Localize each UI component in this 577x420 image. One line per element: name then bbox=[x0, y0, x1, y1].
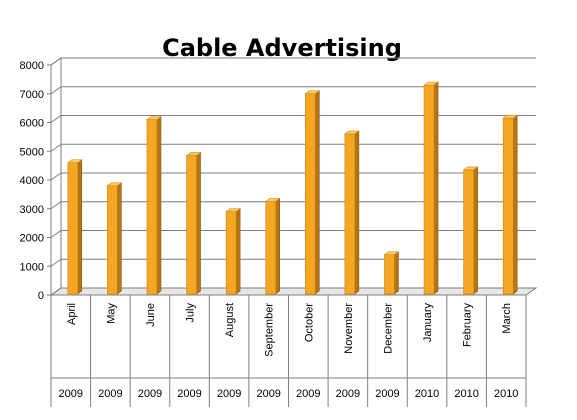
bar-september bbox=[264, 197, 281, 295]
bar-top bbox=[66, 159, 83, 164]
x-tick-label: October bbox=[303, 303, 315, 342]
bar-august bbox=[225, 208, 242, 295]
bar-side bbox=[314, 90, 320, 295]
gridline bbox=[50, 201, 536, 210]
x-tick-label: March bbox=[501, 303, 513, 334]
bar-top bbox=[383, 251, 400, 256]
bar-front bbox=[67, 162, 79, 295]
x-tick-label: April bbox=[66, 303, 78, 325]
bar-front bbox=[146, 119, 158, 295]
bar-front bbox=[225, 211, 237, 295]
x-year-label: 2009 bbox=[138, 388, 162, 400]
y-tick-label: 1000 bbox=[20, 261, 44, 273]
x-tick-label: May bbox=[105, 303, 117, 324]
x-tick-label: August bbox=[224, 303, 236, 337]
y-tick-label: 7000 bbox=[20, 89, 44, 101]
x-year-label: 2009 bbox=[177, 388, 201, 400]
bar-side bbox=[512, 114, 518, 295]
bar-top bbox=[502, 114, 519, 119]
chart-floor bbox=[49, 287, 538, 296]
gridline bbox=[50, 287, 536, 296]
x-year-label: 2009 bbox=[59, 388, 83, 400]
bar-top bbox=[264, 198, 281, 202]
bar-november bbox=[343, 130, 360, 295]
bar-top bbox=[225, 208, 242, 212]
gridlines bbox=[50, 57, 536, 296]
x-year-label: 2009 bbox=[256, 388, 280, 400]
bar-front bbox=[304, 93, 316, 295]
bar-january bbox=[423, 81, 439, 295]
bar-front bbox=[344, 133, 356, 295]
x-tick-label: July bbox=[185, 303, 197, 323]
x-year-label: 2010 bbox=[454, 388, 478, 400]
bar-top bbox=[146, 116, 162, 120]
x-tick-label: June bbox=[145, 303, 157, 327]
bar-top bbox=[185, 152, 202, 156]
x-year-label: 2009 bbox=[98, 388, 122, 400]
bar-march bbox=[502, 114, 519, 295]
bar-front bbox=[423, 84, 435, 295]
y-axis-ticks: 0 1000 2000 3000 4000 5000 6000 7000 8000 bbox=[20, 60, 51, 302]
x-tick-label: January bbox=[422, 303, 434, 343]
bar-side bbox=[117, 182, 122, 295]
gridline bbox=[50, 86, 536, 95]
bar-side bbox=[354, 130, 360, 295]
bar-top bbox=[304, 90, 321, 95]
gridline bbox=[50, 230, 536, 238]
bar-front bbox=[265, 201, 277, 295]
x-year-label: 2009 bbox=[336, 388, 360, 400]
x-year-label: 2010 bbox=[494, 388, 518, 400]
bar-side bbox=[235, 208, 241, 295]
bar-may bbox=[106, 182, 123, 295]
bar-side bbox=[275, 197, 281, 295]
bar-front bbox=[384, 254, 395, 295]
y-tick-label: 6000 bbox=[20, 118, 44, 130]
x-year-label: 2009 bbox=[217, 388, 241, 400]
y-tick-label: 2000 bbox=[20, 233, 44, 245]
bar-top bbox=[343, 130, 360, 135]
bar-front bbox=[107, 185, 118, 295]
y-tick-label: 5000 bbox=[20, 146, 44, 158]
x-year-label: 2010 bbox=[415, 388, 439, 400]
y-tick-label: 3000 bbox=[20, 204, 44, 216]
bar-top bbox=[423, 81, 439, 86]
bar-side bbox=[196, 151, 201, 295]
bar-october bbox=[304, 90, 321, 295]
gridline bbox=[50, 57, 536, 66]
y-tick-label: 4000 bbox=[20, 175, 44, 187]
y-tick-label: 8000 bbox=[20, 60, 44, 72]
gridline bbox=[50, 115, 536, 123]
bar-side bbox=[473, 166, 478, 295]
x-year-label: 2009 bbox=[375, 388, 399, 400]
bar-february bbox=[462, 166, 479, 295]
bar-front bbox=[463, 169, 474, 295]
bar-side bbox=[77, 159, 83, 295]
bar-top bbox=[462, 166, 479, 171]
bar-side bbox=[433, 81, 439, 295]
bar-front bbox=[502, 117, 514, 295]
bar-side bbox=[156, 116, 162, 295]
bar-side bbox=[394, 251, 399, 295]
bar-april bbox=[66, 159, 83, 295]
gridline bbox=[50, 143, 536, 152]
x-axis-table: April 2009 May 2009 June 2009 July 2009 August 20… bbox=[50, 294, 527, 407]
bars bbox=[66, 81, 519, 295]
gridline bbox=[50, 258, 536, 267]
bar-july bbox=[185, 151, 202, 295]
bar-front bbox=[186, 155, 197, 295]
bar-top bbox=[106, 182, 123, 187]
chart-title: Cable Advertising bbox=[162, 34, 402, 62]
bar-december bbox=[383, 251, 400, 295]
y-tick-label: 0 bbox=[38, 290, 44, 302]
x-tick-label: December bbox=[382, 303, 394, 354]
x-tick-label: February bbox=[462, 303, 474, 348]
x-tick-label: September bbox=[264, 303, 276, 357]
gridline bbox=[50, 172, 536, 181]
x-tick-label: November bbox=[343, 303, 355, 354]
x-year-label: 2009 bbox=[296, 388, 320, 400]
bar-june bbox=[146, 116, 162, 295]
